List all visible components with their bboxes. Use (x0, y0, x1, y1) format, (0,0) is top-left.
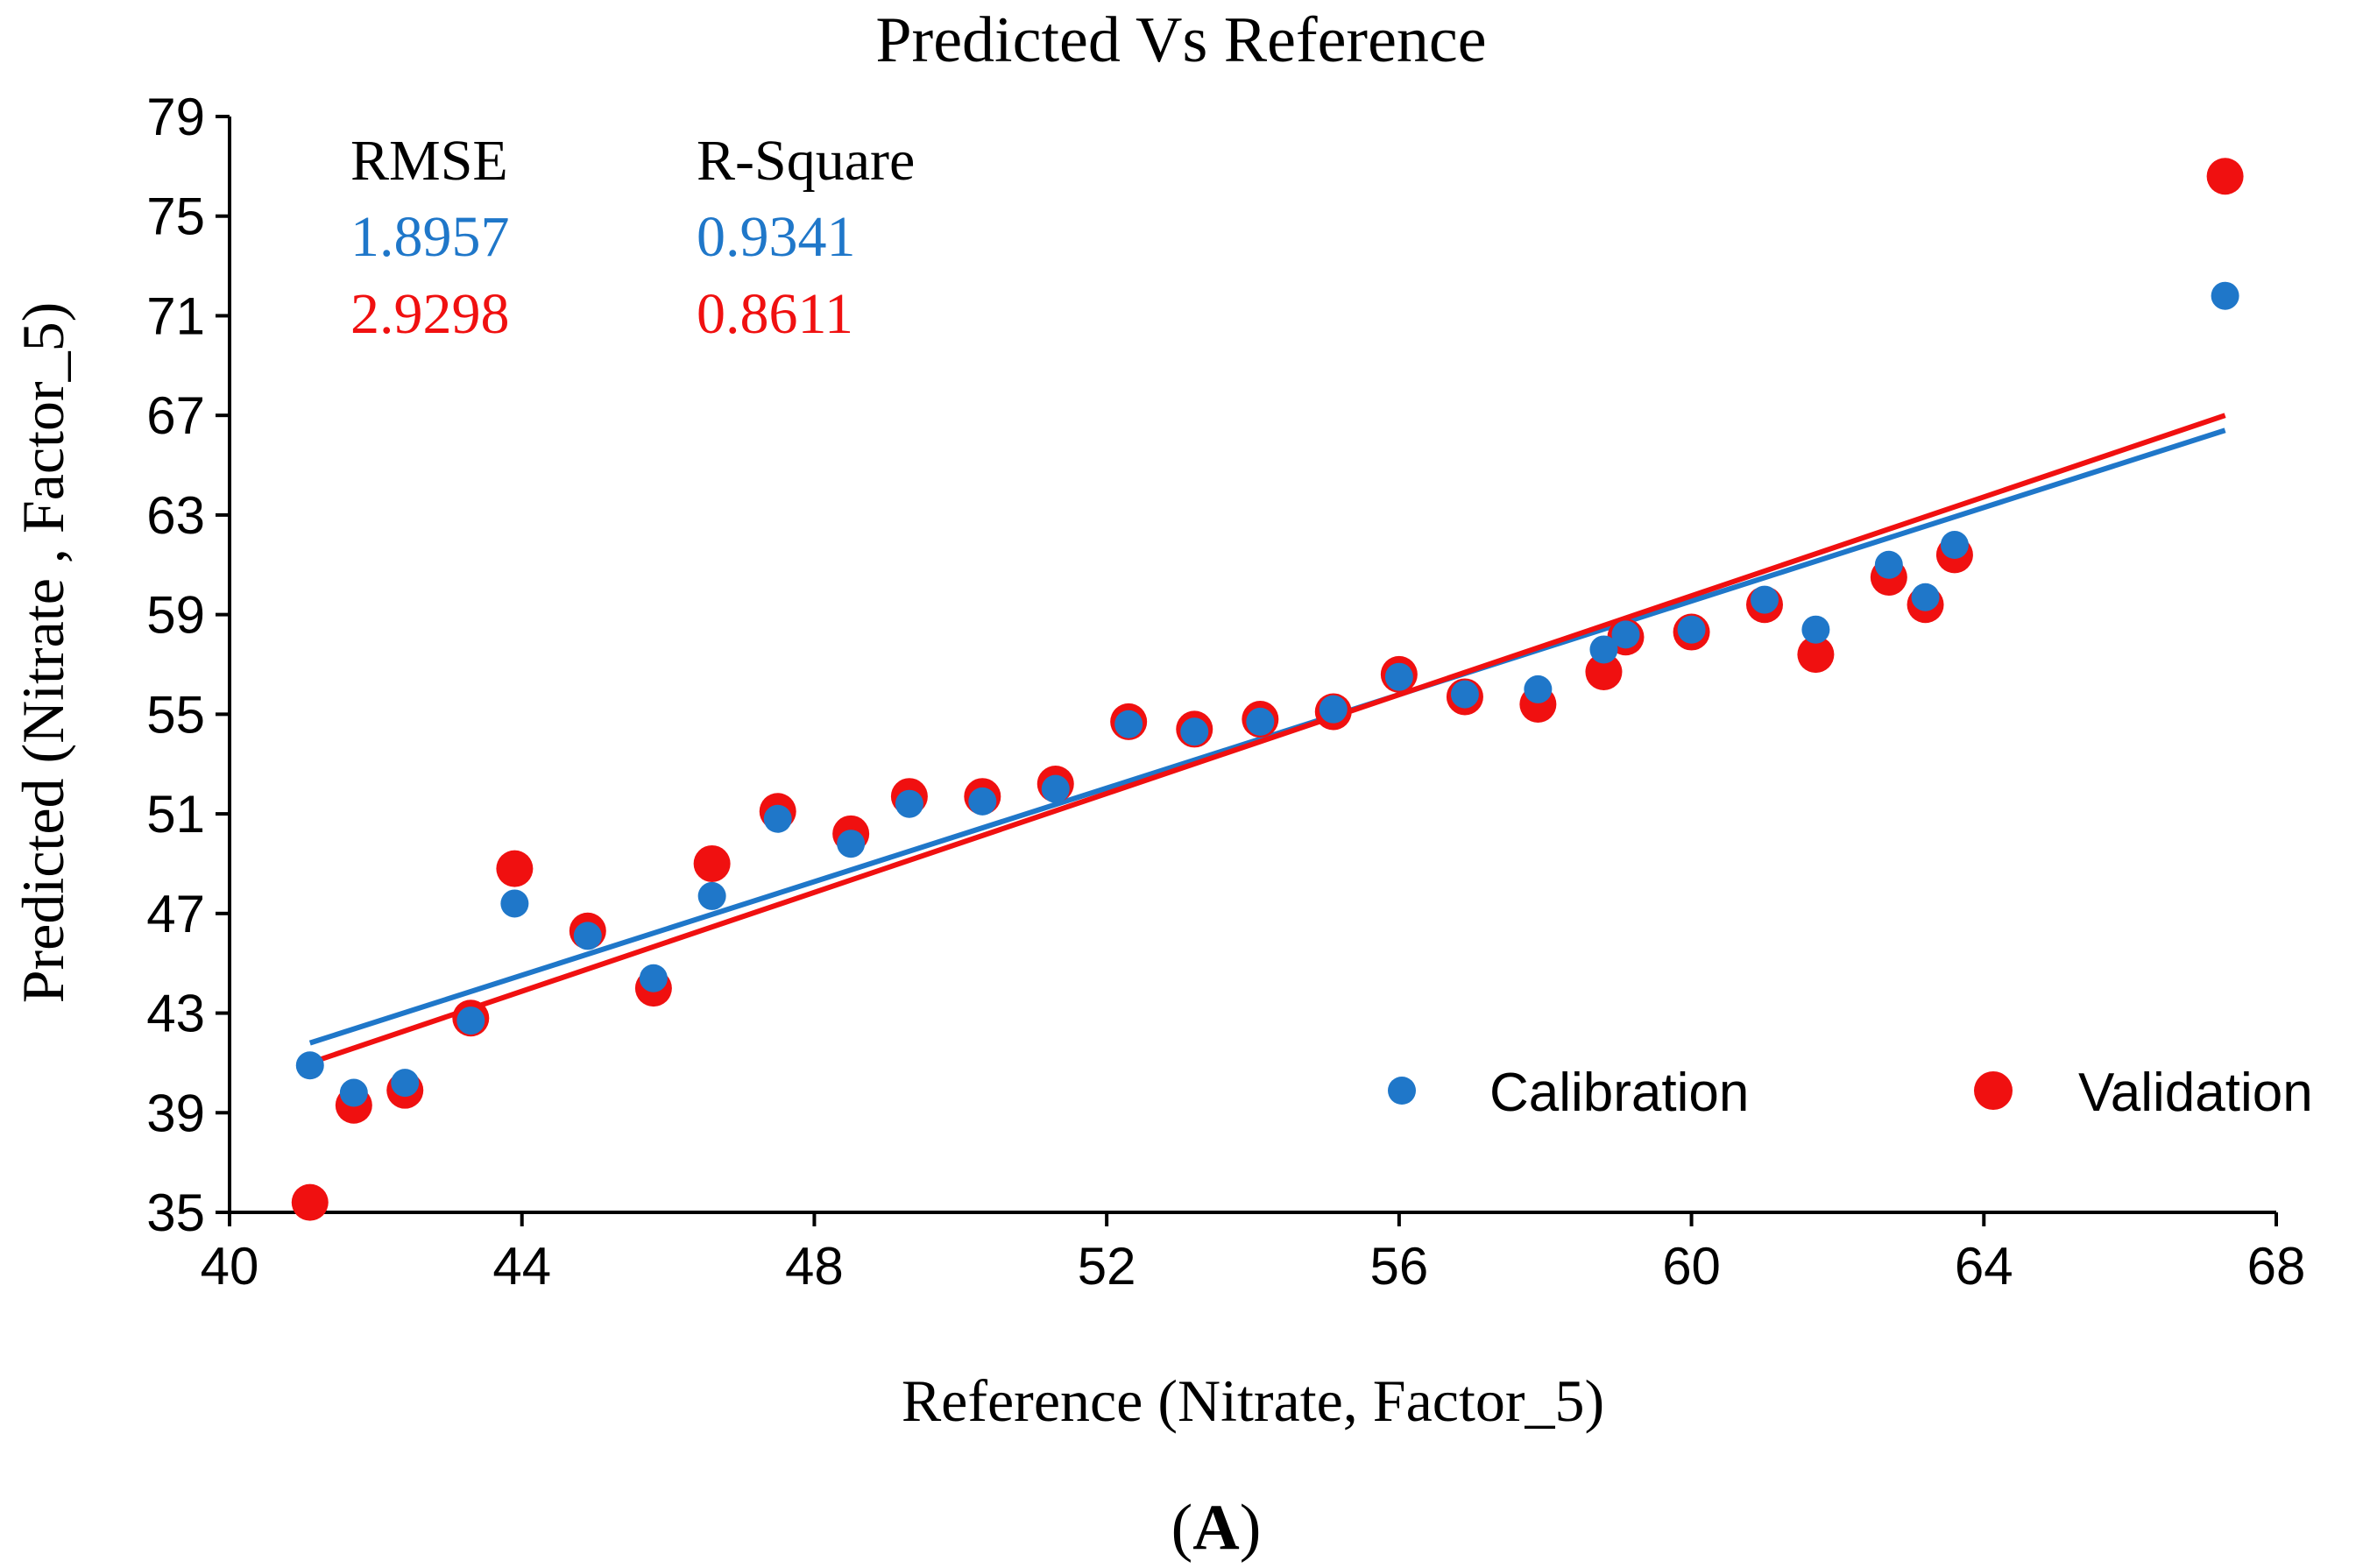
y-tick-label: 43 (146, 985, 205, 1043)
calibration-point (1751, 585, 1779, 614)
x-tick-label: 68 (2247, 1237, 2306, 1296)
x-tick-label: 40 (201, 1237, 259, 1296)
calibration-point (1384, 662, 1413, 691)
calibration-point (763, 804, 792, 833)
validation-rmse-value: 2.9298 (350, 282, 510, 346)
axes: 40 44 48 52 56 60 64 68 35 39 43 47 51 55 59 63 67 71 75 79 (146, 88, 2305, 1296)
calibration-point (639, 964, 668, 992)
calibration-point (456, 1006, 485, 1035)
calibration-point (1874, 550, 1903, 579)
y-tick-label: 79 (146, 88, 205, 146)
y-axis-label: Predicted (Nitrate , Factor_5) (10, 302, 76, 1004)
stats-header-rsquare: R-Square (697, 129, 915, 193)
calibration-point (968, 787, 997, 816)
y-tick-label: 35 (146, 1183, 205, 1242)
validation-point (2206, 158, 2244, 195)
validation-point (693, 844, 731, 882)
calibration-point (1801, 615, 1830, 644)
panel-label-open: ( (1171, 1492, 1193, 1564)
panel-label: (A) (1171, 1492, 1262, 1564)
y-tick-label: 71 (146, 286, 205, 345)
calibration-point (339, 1078, 368, 1107)
panel-label-close: ) (1240, 1492, 1262, 1564)
validation-point (496, 850, 534, 887)
calibration-point (1041, 774, 1070, 803)
calibration-rsquare-value: 0.9341 (697, 205, 856, 269)
x-tick-label: 56 (1369, 1237, 1428, 1296)
y-tick-label: 39 (146, 1084, 205, 1142)
y-tick-label: 55 (146, 685, 205, 744)
x-tick-label: 60 (1662, 1237, 1721, 1296)
panel-label-letter: A (1192, 1492, 1239, 1564)
fit-lines (308, 413, 2226, 1066)
validation-point (1797, 636, 1835, 674)
validation-point (291, 1183, 329, 1221)
chart-title: Predicted Vs Reference (875, 4, 1486, 76)
y-tick-label: 51 (146, 785, 205, 844)
calibration-point (837, 830, 866, 858)
calibration-point (500, 889, 529, 918)
legend: Calibration Validation (1388, 1063, 2313, 1123)
x-tick-label: 48 (785, 1237, 844, 1296)
legend-validation-label: Validation (2078, 1063, 2313, 1123)
y-tick-label: 75 (146, 187, 205, 246)
legend-calibration-marker (1388, 1077, 1416, 1105)
calibration-point (1450, 680, 1479, 709)
calibration-point (1589, 635, 1618, 664)
validation-point (1585, 653, 1623, 691)
y-tick-label: 59 (146, 586, 205, 645)
calibration-point (1114, 710, 1143, 738)
calibration-point (2211, 281, 2239, 310)
validation-rsquare-value: 0.8611 (697, 282, 853, 346)
y-tick-label: 67 (146, 386, 205, 445)
legend-calibration-label: Calibration (1489, 1063, 1749, 1123)
calibration-point (1246, 707, 1275, 736)
data-points (291, 158, 2244, 1221)
calibration-point (1524, 675, 1553, 703)
x-axis-label: Reference (Nitrate, Factor_5) (902, 1367, 1604, 1434)
calibration-point (1911, 583, 1940, 611)
calibration-point (697, 881, 726, 910)
calibration-point (1319, 695, 1348, 724)
validation-fit-line (308, 413, 2226, 1066)
stats-header-rmse: RMSE (350, 129, 508, 193)
calibration-point (1940, 531, 1969, 560)
calibration-point (1180, 717, 1209, 746)
calibration-point (573, 922, 602, 950)
calibration-point (391, 1069, 420, 1098)
y-tick-label: 63 (146, 486, 205, 545)
calibration-point (1677, 615, 1706, 644)
x-tick-label: 64 (1955, 1237, 2013, 1296)
calibration-point (895, 789, 923, 818)
calibration-point (1611, 620, 1640, 649)
calibration-rmse-value: 1.8957 (350, 205, 510, 269)
x-tick-label: 52 (1078, 1237, 1136, 1296)
y-tick-label: 47 (146, 885, 205, 943)
legend-validation-marker (1974, 1071, 2013, 1110)
calibration-point (295, 1051, 324, 1080)
x-tick-label: 44 (492, 1237, 551, 1296)
